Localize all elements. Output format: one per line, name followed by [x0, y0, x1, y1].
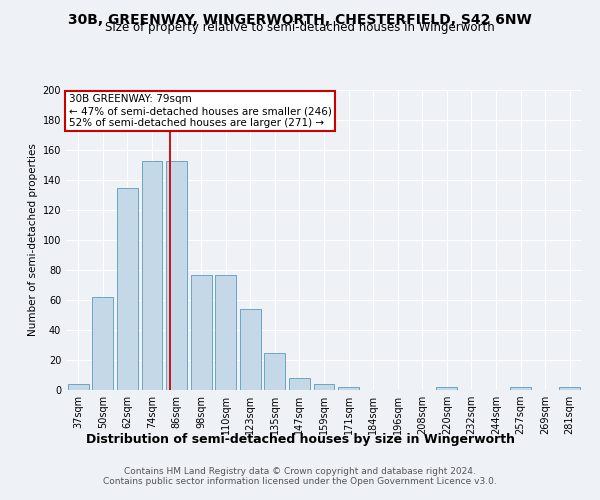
Bar [289, 378, 310, 390]
Bar [92, 297, 113, 390]
Bar [191, 274, 212, 390]
Text: 30B, GREENWAY, WINGERWORTH, CHESTERFIELD, S42 6NW: 30B, GREENWAY, WINGERWORTH, CHESTERFIELD… [68, 12, 532, 26]
Bar [117, 188, 138, 390]
Bar [314, 384, 334, 390]
Bar [559, 387, 580, 390]
Bar [510, 387, 531, 390]
Bar [166, 160, 187, 390]
Bar [338, 387, 359, 390]
Bar [436, 387, 457, 390]
Text: Size of property relative to semi-detached houses in Wingerworth: Size of property relative to semi-detach… [105, 22, 495, 35]
Bar [142, 160, 163, 390]
Y-axis label: Number of semi-detached properties: Number of semi-detached properties [28, 144, 38, 336]
Text: Contains HM Land Registry data © Crown copyright and database right 2024.: Contains HM Land Registry data © Crown c… [124, 467, 476, 476]
Text: 30B GREENWAY: 79sqm
← 47% of semi-detached houses are smaller (246)
52% of semi-: 30B GREENWAY: 79sqm ← 47% of semi-detach… [68, 94, 331, 128]
Text: Distribution of semi-detached houses by size in Wingerworth: Distribution of semi-detached houses by … [86, 432, 515, 446]
Bar [215, 274, 236, 390]
Text: Contains public sector information licensed under the Open Government Licence v3: Contains public sector information licen… [103, 477, 497, 486]
Bar [265, 352, 286, 390]
Bar [68, 384, 89, 390]
Bar [240, 309, 261, 390]
